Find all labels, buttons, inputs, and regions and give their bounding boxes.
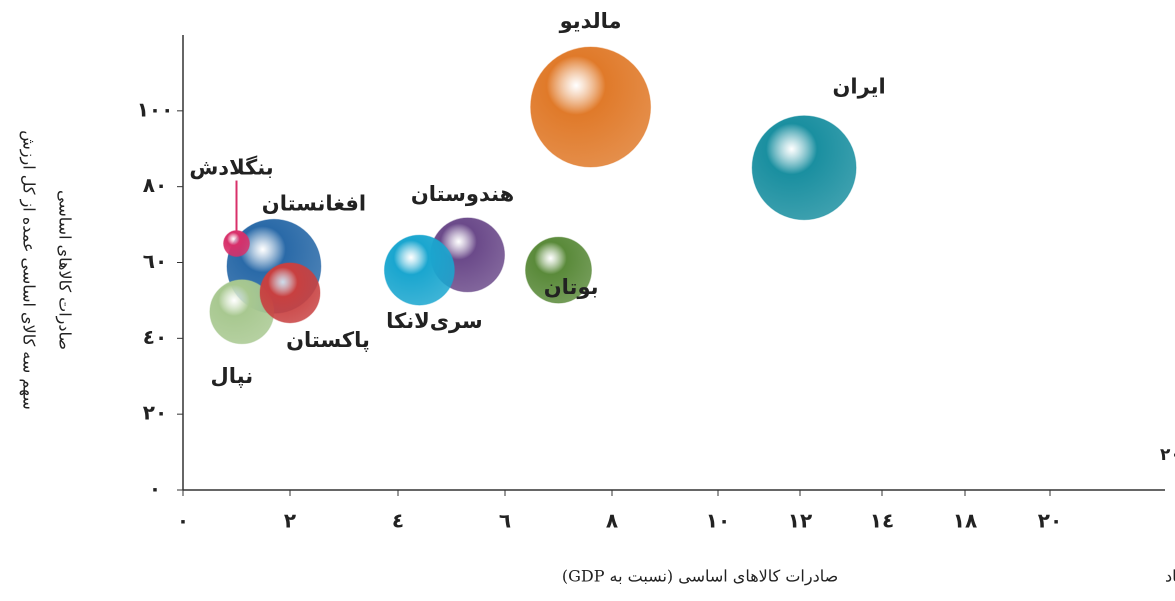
y-tick-label: ۲۰: [143, 401, 167, 425]
bubble-label: پاکستان: [286, 328, 370, 352]
x-tick-label: ۲: [284, 509, 296, 533]
bubble-label: سری‌لانکا: [386, 309, 483, 333]
annotation: اندازه حباب متناسب با وابستگی به کالاهای…: [1160, 444, 1175, 465]
y-axis-label: سهم سه کالای اساسی عمده از کل ارزش: [20, 130, 39, 410]
x-tick-label: ۱۸: [953, 509, 977, 533]
y-tick-label: ٦۰: [143, 249, 167, 273]
x-tick-label: ۰: [177, 509, 189, 533]
x-tick-label: ٦: [499, 509, 511, 533]
bubble-label: هندوستان: [411, 182, 514, 206]
bubble-label: بنگلادش: [189, 155, 273, 180]
bubble: [530, 46, 652, 168]
y-tick-label: ۱۰۰: [137, 97, 174, 121]
x-tick-label: ١٤: [870, 509, 894, 533]
y-tick-label: ۰: [149, 477, 161, 501]
x-tick-label: ۱۲: [788, 509, 812, 533]
x-tick-label: ٤: [392, 509, 404, 533]
source: منبع:آنکتاد: [1165, 566, 1175, 586]
x-axis-label: صادرات کالاهای اساسی (نسبت به GDP): [562, 567, 838, 586]
y-tick-label: ٤۰: [143, 325, 167, 349]
x-tick-label: ۱۰: [706, 509, 730, 533]
bubble-label: بوتان: [544, 275, 599, 299]
bubble: [223, 230, 250, 258]
bubble-label: نپال: [211, 364, 254, 388]
bubble: [751, 115, 857, 221]
bubble-label: مالدیو: [559, 9, 622, 33]
bubble: [259, 262, 321, 324]
y-tick-label: ۸۰: [143, 173, 167, 197]
x-tick-label: ۲۰: [1038, 509, 1062, 533]
x-tick-label: ۸: [606, 509, 618, 533]
y-axis-label: صادرات کالاهای اساسی: [56, 190, 75, 350]
bubble: [383, 234, 455, 306]
bubble: [525, 236, 592, 304]
bubble-label: ایران: [832, 75, 885, 99]
bubble-label: افغانستان: [262, 191, 366, 215]
